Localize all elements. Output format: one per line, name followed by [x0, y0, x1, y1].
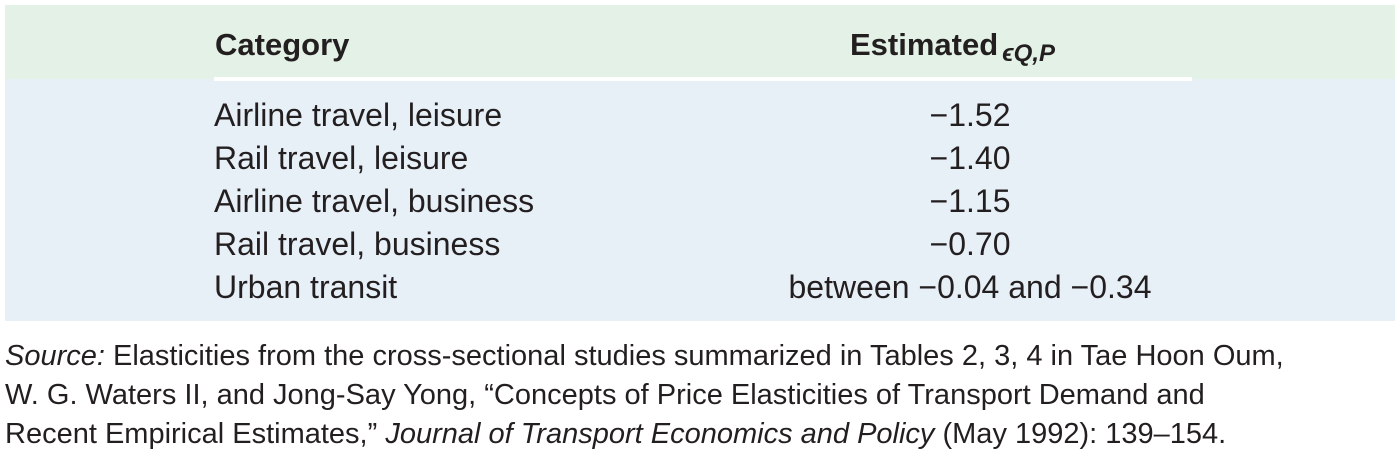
- row-category: Airline travel, business: [214, 183, 535, 219]
- row-category: Rail travel, business: [214, 226, 501, 262]
- row-estimate: −1.52: [929, 97, 1011, 133]
- row-estimate: −0.70: [929, 226, 1011, 262]
- row-category: Airline travel, leisure: [214, 97, 503, 133]
- source-line-1: Source: Elasticities from the cross-sect…: [5, 337, 1385, 376]
- source-text-1: Elasticities from the cross-sectional st…: [104, 340, 1284, 372]
- column-header-category: Category: [215, 27, 350, 62]
- source-text-3b: (May 1992): 139–154.: [934, 418, 1227, 450]
- source-line-2: W. G. Waters II, and Jong-Say Yong, “Con…: [5, 379, 1205, 411]
- elasticity-table: Category Estimated ϵQ,P Airline travel, l…: [5, 5, 1395, 321]
- row-category: Urban transit: [214, 269, 398, 305]
- estimate-header-label: Estimated: [850, 27, 999, 62]
- table-row: Airline travel, leisure −1.52: [5, 94, 1395, 137]
- table-header-band: [5, 5, 1395, 79]
- row-estimate: between −0.04 and −0.34: [788, 269, 1152, 305]
- row-estimate: −1.15: [929, 183, 1011, 219]
- source-line-3: Recent Empirical Estimates,” Journal of …: [5, 415, 1385, 454]
- table-row: Rail travel, business −0.70: [5, 223, 1395, 266]
- header-divider: [214, 77, 1192, 81]
- source-text-3a: Recent Empirical Estimates,”: [5, 418, 386, 450]
- row-estimate: −1.40: [929, 140, 1011, 176]
- table-row: Rail travel, leisure −1.40: [5, 137, 1395, 180]
- row-category: Rail travel, leisure: [214, 140, 469, 176]
- table-row: Airline travel, business −1.15: [5, 180, 1395, 223]
- column-header-estimate: Estimated ϵQ,P: [850, 25, 1055, 68]
- elasticity-symbol: ϵQ,P: [1002, 40, 1056, 67]
- table-body-band: [5, 79, 1395, 321]
- source-note: Source: Elasticities from the cross-sect…: [5, 337, 1385, 454]
- table-row: Urban transit between −0.04 and −0.34: [5, 266, 1395, 309]
- source-label: Source:: [5, 340, 105, 372]
- journal-title: Journal of Transport Economics and Polic…: [385, 418, 935, 450]
